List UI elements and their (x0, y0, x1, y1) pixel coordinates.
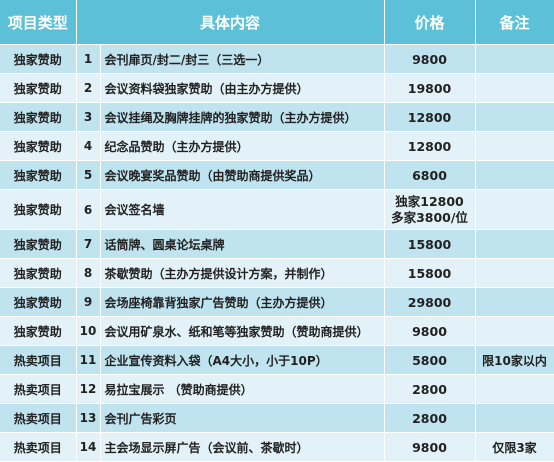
cell-price: 5800 (384, 345, 476, 375)
cell-price: 6800 (384, 160, 476, 190)
cell-content: 企业宣传资料入袋（A4大小，小于10P） (100, 345, 385, 375)
cell-type: 独家赞助 (0, 258, 77, 288)
table-row: 独家赞助 5 会议晚宴奖品赞助（由赞助商提供奖品） 6800 (0, 160, 554, 190)
cell-price: 9800 (384, 432, 476, 462)
table-row: 热卖项目 13 会刊广告彩页 2800 (0, 403, 554, 433)
cell-content: 会议晚宴奖品赞助（由赞助商提供奖品） (100, 160, 385, 190)
cell-type: 热卖项目 (0, 432, 77, 462)
price-line-secondary: 多家3800/位 (391, 209, 468, 225)
cell-type: 热卖项目 (0, 345, 77, 375)
cell-note (475, 44, 554, 74)
cell-type: 独家赞助 (0, 189, 77, 230)
cell-number: 10 (76, 316, 101, 346)
table-row: 独家赞助 6 会议签名墙 独家12800 多家3800/位 (0, 189, 554, 230)
cell-number: 4 (76, 131, 101, 161)
cell-note (475, 316, 554, 346)
cell-price: 独家12800 多家3800/位 (384, 189, 476, 230)
cell-number: 8 (76, 258, 101, 288)
cell-price: 29800 (384, 287, 476, 317)
table-row: 独家赞助 3 会议挂绳及胸牌挂牌的独家赞助（主办方提供） 12800 (0, 102, 554, 132)
cell-content: 会场座椅靠背独家广告赞助（主办方提供） (100, 287, 385, 317)
cell-price: 12800 (384, 131, 476, 161)
table-row: 热卖项目 14 主会场显示屏广告（会议前、茶歇时） 9800 仅限3家 (0, 432, 554, 462)
table-header-row: 项目类型 具体内容 价格 备注 (0, 0, 554, 45)
cell-content: 会刊广告彩页 (100, 403, 385, 433)
cell-note (475, 403, 554, 433)
table-row: 独家赞助 1 会刊扉页/封二/封三（三选一） 9800 (0, 44, 554, 74)
cell-price: 2800 (384, 403, 476, 433)
cell-content: 易拉宝展示 （赞助商提供） (100, 374, 385, 404)
cell-note (475, 160, 554, 190)
cell-price: 12800 (384, 102, 476, 132)
cell-price: 2800 (384, 374, 476, 404)
cell-type: 独家赞助 (0, 102, 77, 132)
cell-number: 7 (76, 229, 101, 259)
cell-type: 独家赞助 (0, 229, 77, 259)
cell-note (475, 131, 554, 161)
cell-content: 话筒牌、圆桌论坛桌牌 (100, 229, 385, 259)
cell-note (475, 287, 554, 317)
header-type: 项目类型 (0, 0, 77, 45)
cell-type: 独家赞助 (0, 73, 77, 103)
cell-number: 5 (76, 160, 101, 190)
cell-number: 12 (76, 374, 101, 404)
cell-price: 19800 (384, 73, 476, 103)
table-row: 独家赞助 7 话筒牌、圆桌论坛桌牌 15800 (0, 229, 554, 259)
cell-number: 11 (76, 345, 101, 375)
cell-note: 仅限3家 (475, 432, 554, 462)
cell-content: 会议资料袋独家赞助（由主办方提供） (100, 73, 385, 103)
header-content: 具体内容 (76, 0, 385, 45)
cell-number: 6 (76, 189, 101, 230)
cell-number: 2 (76, 73, 101, 103)
cell-content: 会议签名墙 (100, 189, 385, 230)
cell-number: 3 (76, 102, 101, 132)
header-note: 备注 (475, 0, 554, 45)
cell-note (475, 229, 554, 259)
cell-type: 独家赞助 (0, 287, 77, 317)
cell-type: 独家赞助 (0, 160, 77, 190)
table-row: 热卖项目 12 易拉宝展示 （赞助商提供） 2800 (0, 374, 554, 404)
cell-note (475, 258, 554, 288)
cell-price: 9800 (384, 316, 476, 346)
cell-content: 纪念品赞助（主办方提供） (100, 131, 385, 161)
cell-note: 限10家以内 (475, 345, 554, 375)
cell-note (475, 73, 554, 103)
cell-type: 独家赞助 (0, 131, 77, 161)
table-row: 独家赞助 2 会议资料袋独家赞助（由主办方提供） 19800 (0, 73, 554, 103)
table-row: 热卖项目 11 企业宣传资料入袋（A4大小，小于10P） 5800 限10家以内 (0, 345, 554, 375)
cell-number: 1 (76, 44, 101, 74)
cell-type: 热卖项目 (0, 403, 77, 433)
table-row: 独家赞助 9 会场座椅靠背独家广告赞助（主办方提供） 29800 (0, 287, 554, 317)
price-line: 独家12800 (395, 193, 464, 209)
table-body: 独家赞助 1 会刊扉页/封二/封三（三选一） 9800 独家赞助 2 会议资料袋独家赞助（由… (0, 44, 554, 462)
cell-note (475, 189, 554, 230)
cell-note (475, 102, 554, 132)
cell-content: 会刊扉页/封二/封三（三选一） (100, 44, 385, 74)
cell-price: 15800 (384, 258, 476, 288)
cell-content: 会议用矿泉水、纸和笔等独家赞助（赞助商提供） (100, 316, 385, 346)
table-row: 独家赞助 10 会议用矿泉水、纸和笔等独家赞助（赞助商提供） 9800 (0, 316, 554, 346)
header-price: 价格 (384, 0, 476, 45)
cell-number: 9 (76, 287, 101, 317)
cell-type: 独家赞助 (0, 316, 77, 346)
cell-note (475, 374, 554, 404)
cell-number: 14 (76, 432, 101, 462)
table-row: 独家赞助 8 茶歇赞助（主办方提供设计方案，并制作） 15800 (0, 258, 554, 288)
cell-price: 15800 (384, 229, 476, 259)
cell-content: 茶歇赞助（主办方提供设计方案，并制作） (100, 258, 385, 288)
cell-number: 13 (76, 403, 101, 433)
cell-content: 会议挂绳及胸牌挂牌的独家赞助（主办方提供） (100, 102, 385, 132)
cell-content: 主会场显示屏广告（会议前、茶歇时） (100, 432, 385, 462)
cell-price: 9800 (384, 44, 476, 74)
table-row: 独家赞助 4 纪念品赞助（主办方提供） 12800 (0, 131, 554, 161)
cell-type: 独家赞助 (0, 44, 77, 74)
cell-type: 热卖项目 (0, 374, 77, 404)
